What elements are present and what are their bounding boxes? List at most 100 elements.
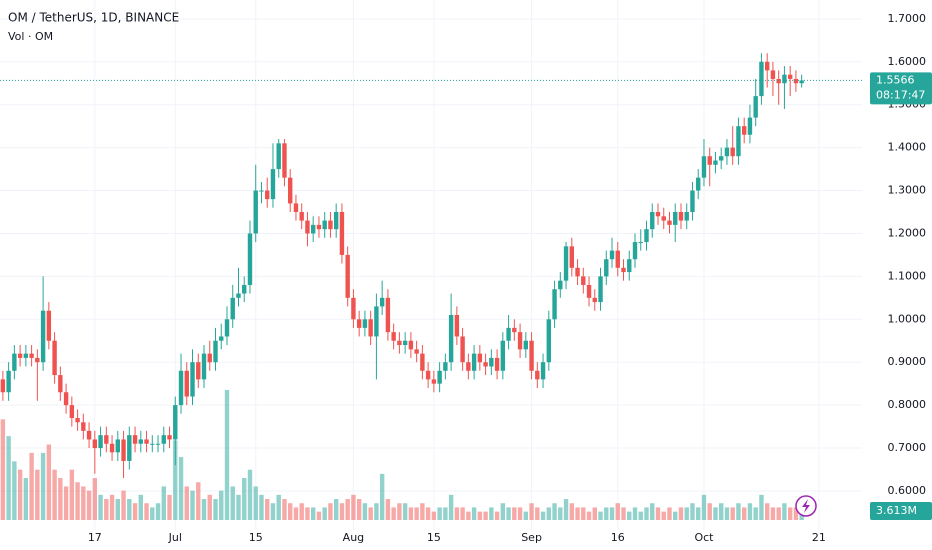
volume-bar bbox=[190, 490, 195, 520]
volume-bar bbox=[494, 511, 500, 520]
candle-body bbox=[586, 284, 592, 298]
candle-body bbox=[98, 435, 103, 449]
candle-body bbox=[535, 370, 540, 380]
candle-body bbox=[523, 340, 529, 350]
volume-bar bbox=[333, 499, 339, 520]
candle-body bbox=[420, 353, 425, 371]
candle-body bbox=[615, 250, 620, 268]
candle-body bbox=[609, 250, 615, 260]
volume-bar bbox=[747, 503, 753, 520]
volume-bar bbox=[477, 511, 483, 520]
candle-body bbox=[379, 297, 385, 307]
x-tick-label: Jul bbox=[168, 531, 182, 544]
volume-bar bbox=[138, 494, 143, 520]
candle-body bbox=[17, 353, 23, 358]
candle-body bbox=[483, 362, 488, 367]
volume-bar bbox=[575, 507, 580, 520]
volume-bar bbox=[305, 507, 310, 520]
volume-bar bbox=[753, 507, 758, 520]
candle-body bbox=[690, 190, 695, 212]
volume-bar bbox=[167, 494, 172, 520]
volume-label-box bbox=[870, 502, 932, 520]
candle-body bbox=[471, 353, 477, 371]
volume-bar bbox=[155, 503, 161, 520]
candle-body bbox=[81, 422, 86, 431]
volume-bar bbox=[339, 503, 345, 520]
candle-body bbox=[661, 216, 666, 221]
y-tick-label: 1.6000 bbox=[888, 55, 927, 68]
volume-bar bbox=[529, 503, 534, 520]
volume-bar bbox=[81, 486, 86, 520]
volume-bar bbox=[6, 436, 11, 520]
candle-body bbox=[719, 156, 724, 161]
volume-bar bbox=[230, 486, 235, 520]
candle-body bbox=[270, 169, 276, 200]
volume-bar bbox=[46, 444, 52, 520]
volume-bar bbox=[92, 478, 98, 520]
candle-body bbox=[575, 267, 580, 277]
volume-bar bbox=[673, 511, 678, 520]
volume-bar bbox=[397, 503, 402, 520]
candle-body bbox=[667, 220, 672, 225]
volume-bar bbox=[655, 507, 661, 520]
volume-bar bbox=[787, 507, 793, 520]
y-tick-label: 1.0000 bbox=[888, 312, 927, 325]
candle-body bbox=[477, 353, 483, 363]
volume-bar bbox=[661, 511, 666, 520]
volume-bar bbox=[253, 486, 258, 520]
chart-subtitle: Vol · OM bbox=[8, 30, 53, 43]
candle-body bbox=[339, 212, 345, 255]
volume-bar bbox=[431, 511, 437, 520]
candle-body bbox=[173, 405, 178, 440]
volume-bar bbox=[701, 494, 707, 520]
candle-body bbox=[598, 276, 603, 303]
volume-bar bbox=[224, 390, 230, 520]
volume-bar bbox=[213, 499, 218, 520]
candle-body bbox=[627, 259, 632, 273]
volume-bar bbox=[741, 507, 747, 520]
candle-body bbox=[644, 229, 649, 243]
volume-bar bbox=[604, 507, 609, 520]
candle-body bbox=[673, 212, 678, 225]
volume-bar bbox=[684, 507, 689, 520]
x-tick-label: Oct bbox=[694, 531, 714, 544]
volume-bar bbox=[109, 494, 115, 520]
volume-bar bbox=[454, 507, 460, 520]
y-tick-label: 1.4000 bbox=[888, 141, 927, 154]
volume-bar bbox=[650, 503, 655, 520]
volume-bar bbox=[121, 490, 126, 520]
volume-bar bbox=[414, 507, 419, 520]
volume-bar bbox=[764, 503, 770, 520]
candle-body bbox=[655, 212, 661, 217]
volume-bar bbox=[299, 503, 304, 520]
volume-bar bbox=[351, 494, 356, 520]
chart-title: OM / TetherUS, 1D, BINANCE bbox=[8, 11, 179, 25]
volume-bar bbox=[678, 507, 684, 520]
volume-bar bbox=[236, 494, 241, 520]
candle-body bbox=[529, 340, 534, 371]
candle-body bbox=[443, 362, 448, 371]
candle-body bbox=[650, 212, 655, 230]
candle-body bbox=[138, 439, 143, 444]
candle-body bbox=[552, 289, 557, 320]
candle-body bbox=[46, 310, 52, 341]
volume-bar bbox=[552, 503, 557, 520]
volume-bar bbox=[592, 507, 597, 520]
candle-body bbox=[293, 203, 299, 212]
volume-bar bbox=[259, 494, 264, 520]
candle-body bbox=[701, 156, 707, 178]
volume-bar bbox=[638, 511, 643, 520]
volume-bar bbox=[207, 494, 212, 520]
candle-body bbox=[500, 340, 506, 371]
candle-body bbox=[787, 74, 793, 79]
alert-icon[interactable] bbox=[795, 495, 817, 517]
volume-bar bbox=[368, 507, 373, 520]
volume-bar bbox=[540, 511, 546, 520]
candle-body bbox=[63, 392, 69, 406]
volume-bar bbox=[150, 507, 155, 520]
volume-bar bbox=[713, 507, 718, 520]
candle-body bbox=[696, 177, 701, 191]
volume-bar bbox=[776, 507, 781, 520]
candle-body bbox=[29, 353, 34, 358]
volume-bar bbox=[23, 478, 29, 520]
